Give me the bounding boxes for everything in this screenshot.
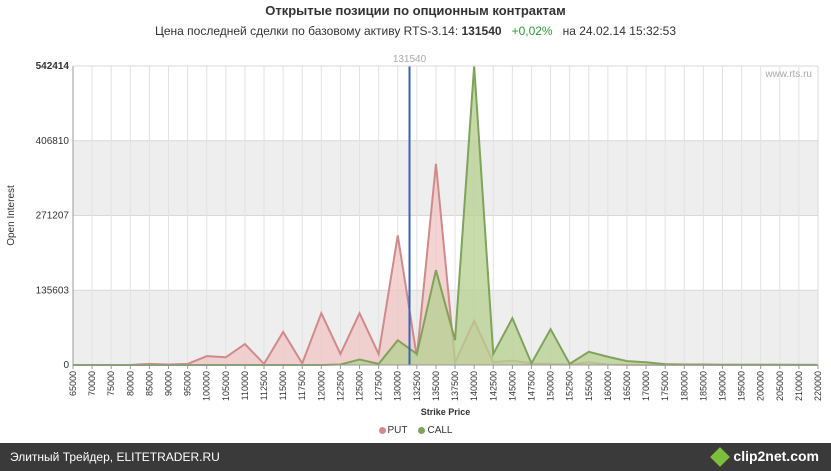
x-tick-label: 140000: [469, 371, 479, 401]
x-tick-label: 145000: [507, 371, 517, 401]
footer-source: Элитный Трейдер, ELITETRADER.RU: [10, 450, 220, 464]
x-tick-label: 165000: [622, 371, 632, 401]
chart-subtitle: Цена последней сделки по базовому активу…: [0, 24, 831, 38]
x-tick-label: 160000: [603, 371, 613, 401]
last-price: 131540: [461, 24, 502, 38]
x-tick-label: 100000: [202, 371, 212, 401]
legend-put-swatch: [378, 426, 386, 434]
x-tick-label: 105000: [221, 371, 231, 401]
x-tick-label: 85000: [144, 371, 154, 396]
legend: PUT CALL: [0, 425, 831, 436]
x-tick-label: 142500: [488, 371, 498, 401]
x-tick-label: 120000: [316, 371, 326, 401]
x-axis-title: Strike Price: [421, 407, 471, 417]
x-tick-label: 180000: [679, 371, 689, 401]
x-tick-label: 125000: [355, 371, 365, 401]
x-tick-label: 210000: [794, 371, 804, 401]
clip2net-logo-icon: [710, 447, 731, 468]
legend-put-label: PUT: [387, 425, 408, 436]
legend-item-call[interactable]: CALL: [418, 425, 452, 436]
x-tick-label: 65000: [68, 371, 78, 396]
legend-call-label: CALL: [427, 425, 453, 436]
x-tick-label: 152500: [565, 371, 575, 401]
x-tick-label: 155000: [584, 371, 594, 401]
x-tick-label: 220000: [813, 371, 823, 401]
x-tick-label: 75000: [106, 371, 116, 396]
x-tick-label: 195000: [737, 371, 747, 401]
price-change: +0,02%: [511, 24, 553, 38]
x-tick-label: 117500: [297, 371, 307, 400]
x-tick-label: 175000: [660, 371, 670, 401]
axis-labels: 0 135603 271207 406810 542414 65000 70000 75000…: [6, 54, 823, 417]
x-tick-label: 185000: [698, 371, 708, 401]
subtitle-prefix: Цена последней сделки по базовому активу…: [154, 24, 459, 38]
legend-call-swatch: [418, 426, 426, 434]
x-tick-label: 135000: [431, 371, 441, 401]
plot-band: [73, 140, 818, 216]
x-tick-label: 205000: [775, 371, 785, 401]
y-axis-title: Open Interest: [6, 185, 17, 246]
y-tick-label: 271207: [36, 211, 70, 222]
footer-brand: clip2net.com: [710, 447, 819, 468]
y-tick-label: 406810: [36, 136, 70, 147]
x-tick-label: 95000: [183, 371, 193, 396]
x-tick-label: 147500: [526, 371, 536, 401]
x-tick-label: 80000: [125, 371, 135, 396]
x-tick-label: 170000: [641, 371, 651, 401]
watermark: www.rts.ru: [764, 69, 812, 80]
legend-item-put[interactable]: PUT: [378, 425, 411, 436]
x-tick-label: 137500: [450, 371, 460, 401]
x-tick-label: 112500: [259, 371, 269, 400]
footer-brand-text: clip2net.com: [733, 448, 819, 464]
subtitle-suffix: на 24.02.14 15:32:53: [562, 24, 677, 38]
x-tick-label: 130000: [393, 371, 403, 401]
x-tick-label: 90000: [164, 371, 174, 396]
axes: [72, 65, 819, 369]
x-tick-label: 127500: [374, 371, 384, 401]
x-tick-label: 110000: [240, 371, 250, 400]
x-tick-label: 70000: [87, 371, 97, 396]
y-tick-label: 0: [63, 360, 69, 371]
footer-bar: Элитный Трейдер, ELITETRADER.RU clip2net…: [0, 443, 831, 471]
x-tick-label: 200000: [756, 371, 766, 401]
x-tick-label: 115000: [278, 371, 288, 400]
x-tick-label: 132500: [412, 371, 422, 401]
x-tick-label: 150000: [546, 371, 556, 401]
marker-label: 131540: [393, 54, 427, 65]
x-tick-label: 122500: [335, 371, 345, 401]
y-tick-label: 542414: [36, 61, 70, 72]
y-tick-label: 135603: [36, 285, 70, 296]
chart-title: Открытые позиции по опционным контрактам: [265, 3, 566, 18]
x-tick-label: 190000: [717, 371, 727, 401]
